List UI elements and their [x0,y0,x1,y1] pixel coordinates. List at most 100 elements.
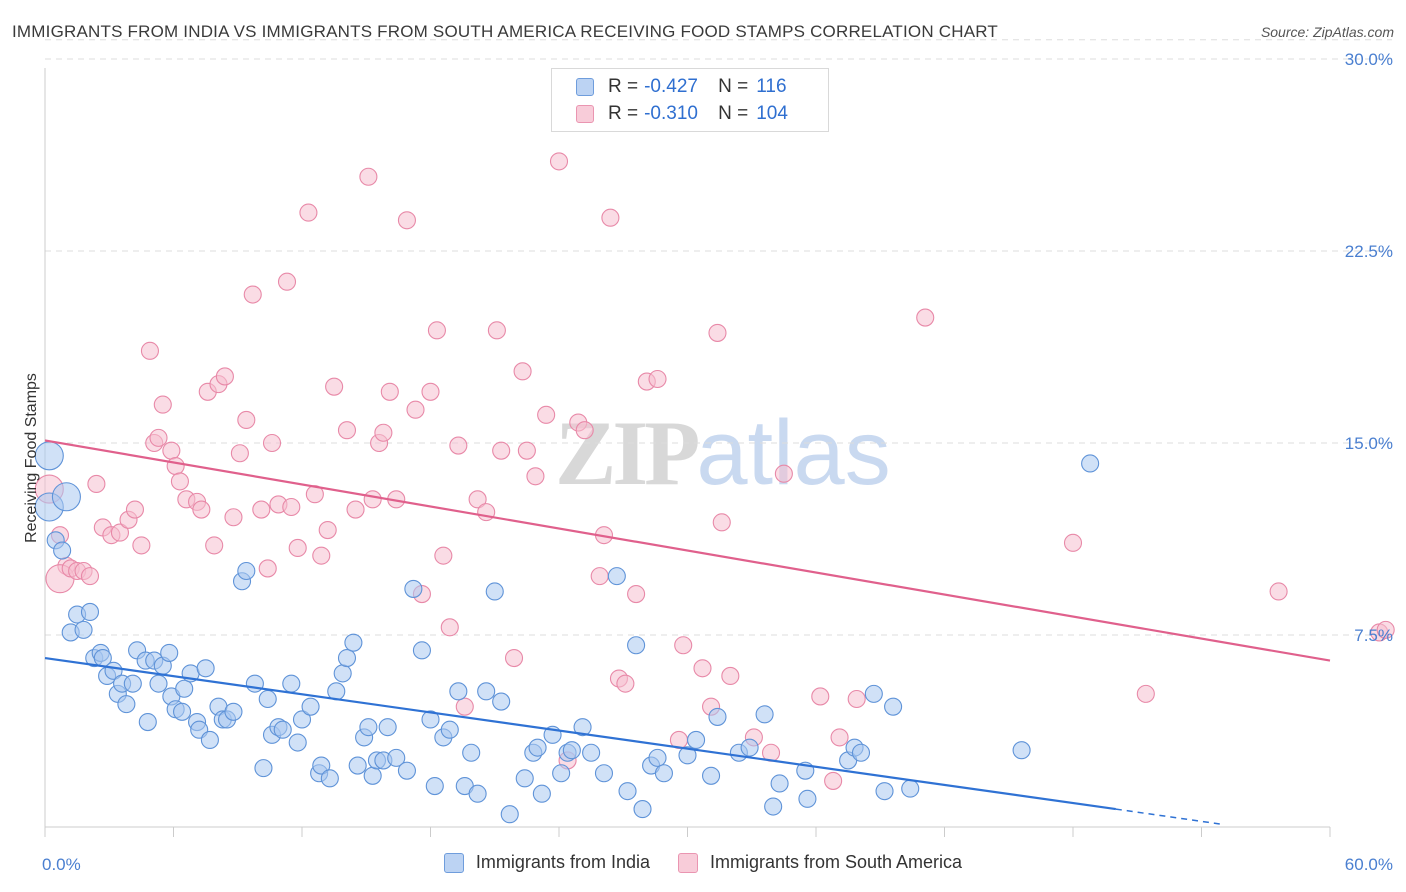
india-point [492,692,511,711]
india-point [175,679,194,698]
south-america-point [132,536,151,555]
south-america-point [1376,620,1395,639]
india-point [851,743,871,762]
india-point [740,738,759,757]
india-point [200,730,219,750]
india-n-value: 116 [756,76,787,97]
south-america-point [830,728,849,747]
india-point [51,482,81,512]
south-america-point [359,167,378,186]
india-point [387,748,406,767]
india-point [320,769,339,788]
y-axis-label: Receiving Food Stamps [23,373,40,543]
india-point [254,759,273,778]
india-point [196,659,215,678]
sa-n-value: 104 [756,103,788,124]
india-point [648,748,667,767]
india-point [378,718,397,737]
south-america-point [125,500,144,519]
south-america-point [162,441,181,460]
y-tick-label: 15.0% [1345,434,1393,453]
india-point [421,710,440,729]
south-america-point [406,400,425,419]
india-trend-extension [1115,808,1224,826]
india-trend-line [44,656,1116,811]
trend-lines [44,439,1331,826]
india-point [440,720,459,739]
south-america-point [243,285,262,304]
legend-item-india[interactable]: Immigrants from India [443,852,650,873]
india-r-value: -0.427 [644,76,698,97]
south-america-point [153,395,172,414]
south-america-point [312,546,331,565]
india-legend-swatch [443,852,464,873]
x-tick-label-max: 60.0% [1345,855,1393,874]
india-point [764,797,783,816]
y-tick-label: 30.0% [1345,50,1393,69]
india-point [500,805,519,824]
south-america-point [374,423,393,442]
india-point [532,784,551,803]
india-point [138,712,157,732]
india-point [273,720,292,739]
watermark-atlas: atlas [696,402,891,504]
legend-row-south-america: R = -0.310 N = 104 [576,102,788,126]
south-america-point [627,584,646,604]
x-tick-label-min: 0.0% [42,855,81,874]
south-america-point [847,689,866,709]
south-america-point [237,410,256,430]
india-point [618,782,637,801]
data-points [34,152,1395,824]
south-america-point [421,382,440,401]
south-america-point [318,520,337,540]
sa-r-value: -0.310 [644,103,698,124]
legend-item-south-america[interactable]: Immigrants from South America [677,852,962,873]
india-point [528,738,547,757]
india-point [288,733,307,752]
south-america-point [380,382,399,401]
south-america-point [440,618,459,637]
india-legend-label: Immigrants from India [475,852,650,872]
india-point [425,776,444,796]
india-point [1081,454,1100,473]
india-point [770,774,789,793]
india-point [404,579,423,598]
india-point [292,710,312,729]
india-point [687,730,706,750]
south-america-point [224,508,243,527]
south-america-point [397,211,416,230]
india-point [678,746,697,765]
india-point [344,633,363,652]
india-point [282,674,301,693]
india-point [449,682,468,701]
south-america-point [811,687,830,706]
source-credit: Source: ZipAtlas.com [1260,24,1394,40]
south-america-point [674,636,693,655]
south-america-point [487,321,506,340]
south-america-point [288,538,307,558]
india-point [702,766,721,785]
south-america-point [449,436,468,455]
india-point [123,674,142,693]
south-america-point [192,500,211,519]
south-america-point [434,546,453,565]
south-america-point [230,444,249,463]
south-america-point [648,369,667,389]
y-tick-label: 7.5% [1354,626,1393,645]
south-america-point [712,513,731,532]
india-point [654,764,673,783]
south-america-point [427,321,446,340]
south-america-point [774,464,793,483]
south-america-point [1136,684,1155,703]
india-point [755,705,774,724]
south-america-point [110,523,130,542]
india-swatch [576,78,594,96]
south-america-point [252,500,271,519]
south-america-point [258,559,277,578]
south-america-point [590,567,609,586]
india-point [582,743,601,762]
india-point [160,643,179,662]
india-point [333,664,352,683]
south-america-swatch [576,105,594,123]
